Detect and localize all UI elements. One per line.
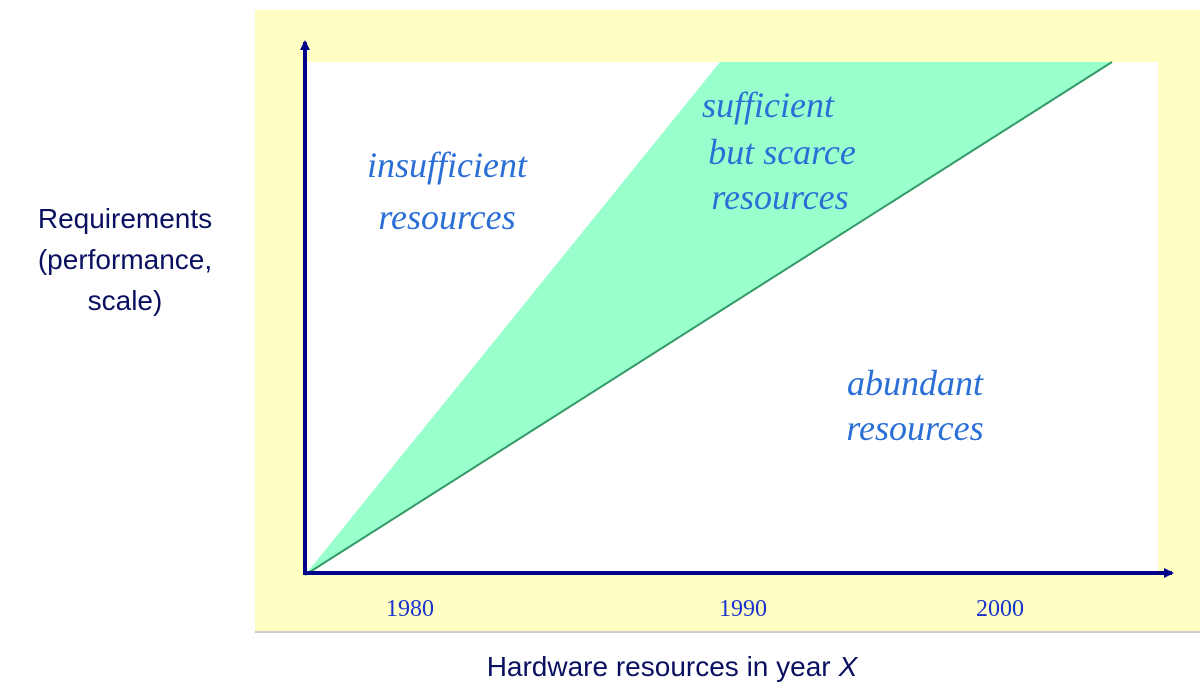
y-axis-label: scale) [88, 285, 163, 316]
region-label: abundant [847, 363, 984, 403]
x-axis-label: Hardware resources in year X [487, 651, 859, 682]
y-axis-label: (performance, [38, 244, 212, 275]
x-tick-label: 1990 [719, 596, 767, 622]
region-label: resources [711, 177, 848, 217]
x-axis-label-text: Hardware resources in year [487, 651, 831, 682]
x-axis-label-variable: X [838, 651, 859, 682]
x-tick-label: 2000 [976, 596, 1024, 622]
region-label: but scarce [708, 132, 856, 172]
x-tick-label: 1980 [386, 596, 434, 622]
boundary-line [304, 61, 1113, 576]
region-label: insufficient [367, 145, 528, 185]
region-label: sufficient [702, 85, 835, 125]
region-label: resources [378, 197, 515, 237]
y-axis-label: Requirements [38, 203, 212, 234]
region-label: resources [846, 408, 983, 448]
